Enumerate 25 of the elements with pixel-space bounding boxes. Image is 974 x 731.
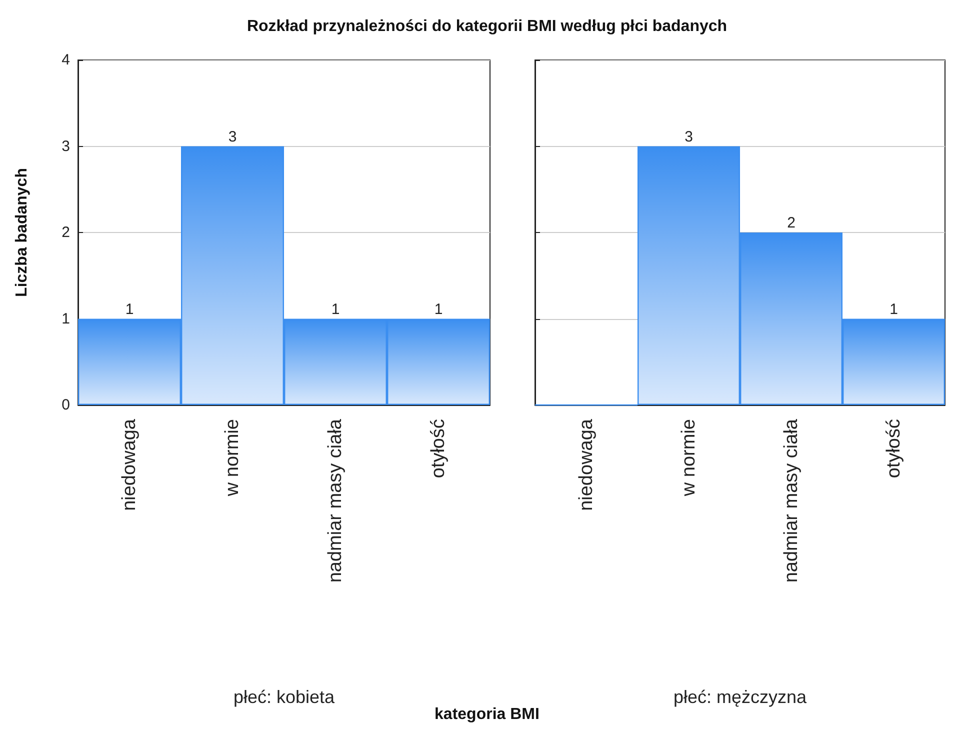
y-tick-label: 2	[62, 224, 70, 241]
x-tick-label: w normie	[222, 419, 243, 498]
x-tick-label: nadmiar masy ciała	[780, 418, 802, 583]
y-tick-label: 0	[62, 396, 70, 414]
x-axis-title: płeć: kobieta	[233, 687, 336, 707]
y-tick-label: 4	[62, 52, 70, 68]
x-tick-label: niedowaga	[119, 418, 140, 511]
data-label: 1	[331, 300, 340, 318]
x-tick-label: nadmiar masy ciała	[325, 418, 346, 583]
x-tick-label: niedowaga	[576, 418, 597, 511]
data-label: 1	[434, 300, 443, 318]
x-tick-label: w normie	[678, 419, 700, 498]
y-tick-label: 1	[62, 310, 70, 328]
x-tick-label: otyłość	[883, 419, 904, 478]
data-label: 3	[228, 128, 237, 146]
data-label: 1	[125, 300, 134, 318]
x-axis-title: płeć: mężczyzna	[673, 687, 808, 707]
y-tick-label: 3	[62, 138, 70, 155]
y-axis-title: Liczba badanych	[14, 168, 30, 297]
text: kategoria BMI	[434, 706, 540, 724]
data-label: 2	[787, 214, 796, 232]
data-label: 1	[890, 300, 898, 318]
x-tick-label: otyłość	[428, 419, 449, 478]
data-label: 3	[684, 128, 693, 146]
chart-title: Rozkład przynależności do kategorii BMI według płci badanych	[246, 18, 728, 36]
